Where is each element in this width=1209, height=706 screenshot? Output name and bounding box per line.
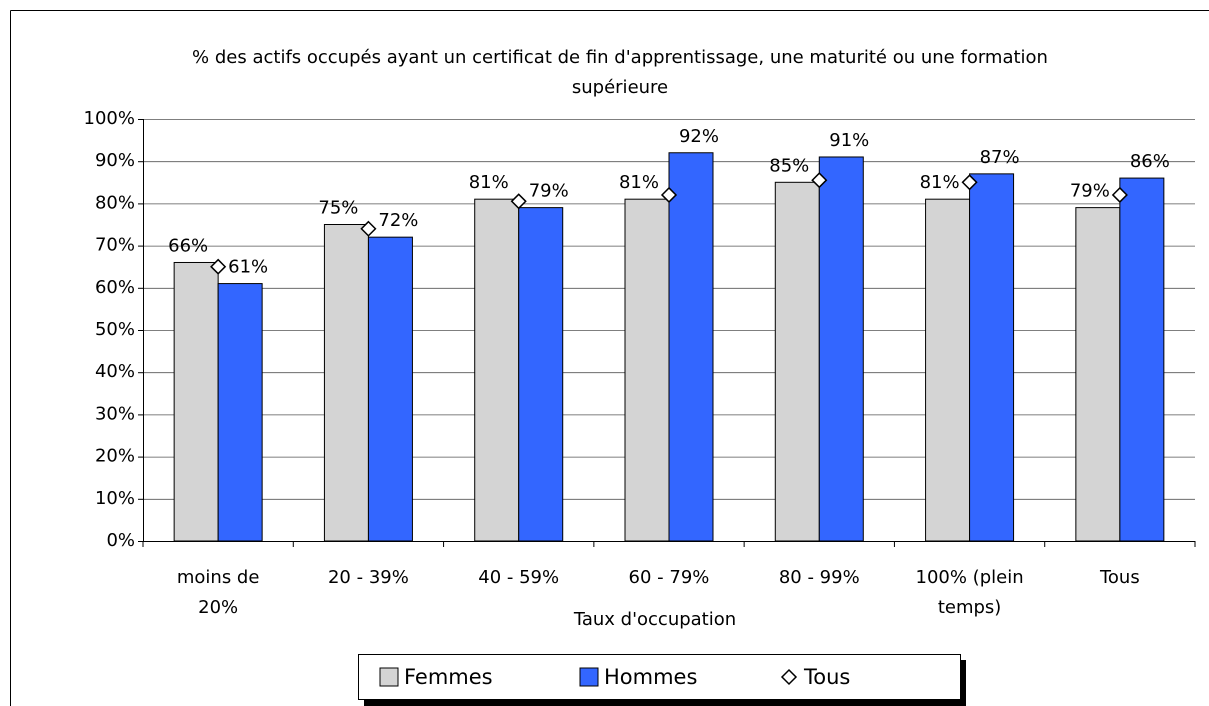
x-tick-label: 100% (plein temps) [915,567,1024,618]
x-tick-label: 80 - 99% [778,567,860,588]
y-tick-label: 0% [106,530,135,551]
value-label: 92% [679,126,719,147]
legend-label: Hommes [604,665,697,689]
y-tick-label: 20% [95,446,135,467]
bar [474,198,520,542]
value-label: 61% [228,257,268,278]
value-label: 66% [168,235,208,256]
marker [811,172,828,189]
marker [1111,186,1128,204]
value-label: 91% [829,130,869,151]
marker [360,220,377,237]
x-tick-label: 20 - 39% [327,567,409,588]
x-tick-label: 60 - 79% [628,567,710,588]
chart-title: % des actifs occupés ayant un certificat… [192,47,1048,98]
y-tick-label: 90% [95,150,135,171]
bar [1119,177,1165,542]
y-tick-label: 10% [95,488,135,509]
bar [173,261,219,542]
bar [668,152,714,542]
y-tick-label: 70% [95,235,135,256]
legend-label: Femmes [404,665,493,689]
y-tick-label: 50% [95,319,135,340]
bar [1075,207,1121,542]
bar [624,198,670,542]
bar [217,283,263,542]
bar [367,236,413,542]
y-tick-label: 40% [95,361,135,382]
bar [518,207,564,542]
y-tick-label: 100% [84,108,135,129]
marker [210,258,227,275]
x-axis-title: Taux d'occupation [573,609,737,630]
value-label: 75% [318,198,358,219]
value-label: 86% [1130,151,1170,172]
legend-swatch [379,667,399,687]
y-tick-label: 80% [95,192,135,213]
value-label: 81% [920,172,960,193]
value-label: 87% [980,147,1020,168]
value-label: 85% [769,155,809,176]
value-label: 79% [1070,181,1110,202]
x-tick-label: Tous [1099,567,1140,588]
legend-marker [780,668,798,686]
x-tick-label: moins de 20% [176,567,260,618]
bar [818,156,864,542]
bar [969,173,1015,542]
y-tick-label: 60% [95,277,135,298]
marker [961,174,978,191]
value-label: 79% [529,181,569,202]
legend [358,654,961,700]
marker [510,193,527,210]
x-tick-label: 40 - 59% [478,567,560,588]
value-label: 81% [469,172,509,193]
bar [925,198,971,542]
legend-label: Tous [803,665,850,689]
y-tick-label: 30% [95,403,135,424]
value-label: 81% [619,172,659,193]
bar [774,181,820,542]
bar [323,224,369,542]
value-label: 72% [378,210,418,231]
legend-swatch [579,667,599,687]
marker [660,186,678,204]
